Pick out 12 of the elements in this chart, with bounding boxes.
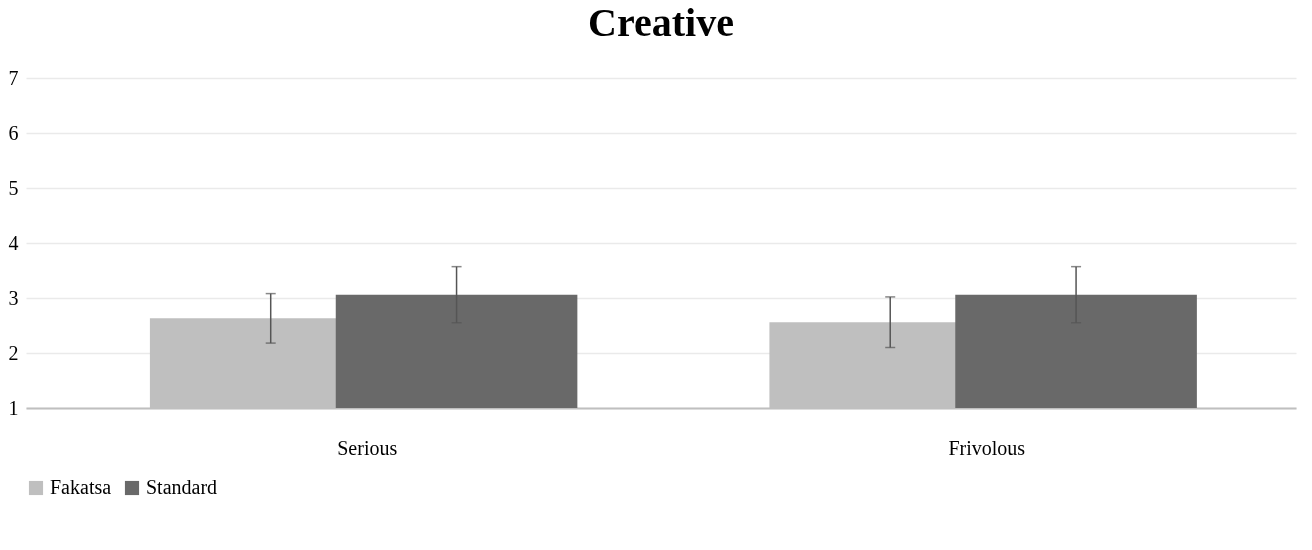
y-tick-label: 1 bbox=[8, 396, 19, 419]
y-tick-label: 2 bbox=[8, 341, 19, 364]
x-tick-label: Serious bbox=[337, 436, 398, 459]
y-tick-label: 4 bbox=[8, 231, 19, 254]
y-tick-label: 3 bbox=[8, 286, 19, 309]
legend-label: Fakatsa bbox=[50, 476, 112, 498]
legend-label: Standard bbox=[146, 476, 218, 498]
y-tick-label: 7 bbox=[8, 66, 19, 89]
x-tick-label: Frivolous bbox=[948, 436, 1026, 459]
y-tick-label: 6 bbox=[8, 121, 19, 144]
chart-title: Creative bbox=[588, 0, 734, 45]
y-tick-label: 5 bbox=[8, 176, 19, 199]
